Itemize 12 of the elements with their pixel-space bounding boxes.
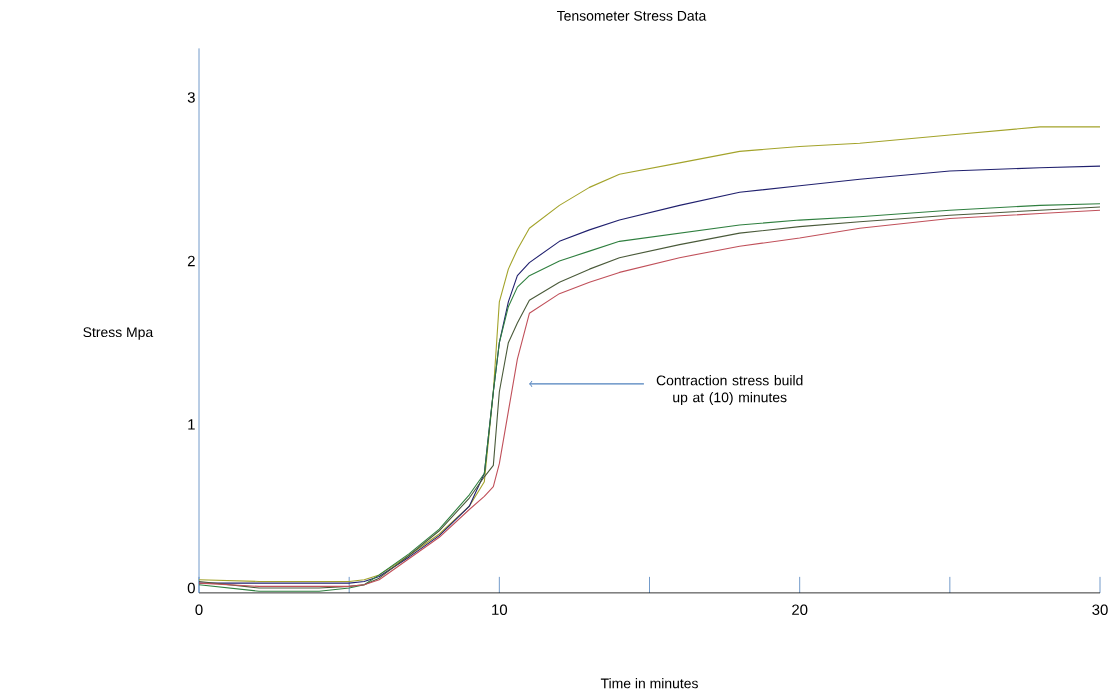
chart-title: Tensometer Stress Data [556,10,707,21]
y-axis-title: Stress Mpa [83,327,154,340]
x-axis-title: Time in minutes [600,678,698,689]
x-tick-label: 30 [1092,604,1108,615]
x-tick-label: 10 [492,604,508,615]
y-tick-label: 0 [187,582,195,594]
y-tick-label: 2 [187,255,195,267]
y-tick-label: 1 [188,419,195,430]
annotation: Contraction stress build up at (10) minutes [656,375,803,406]
y-tick-label: 3 [187,92,195,103]
x-tick-label: 20 [792,604,808,615]
x-tick-label: 0 [195,604,203,615]
